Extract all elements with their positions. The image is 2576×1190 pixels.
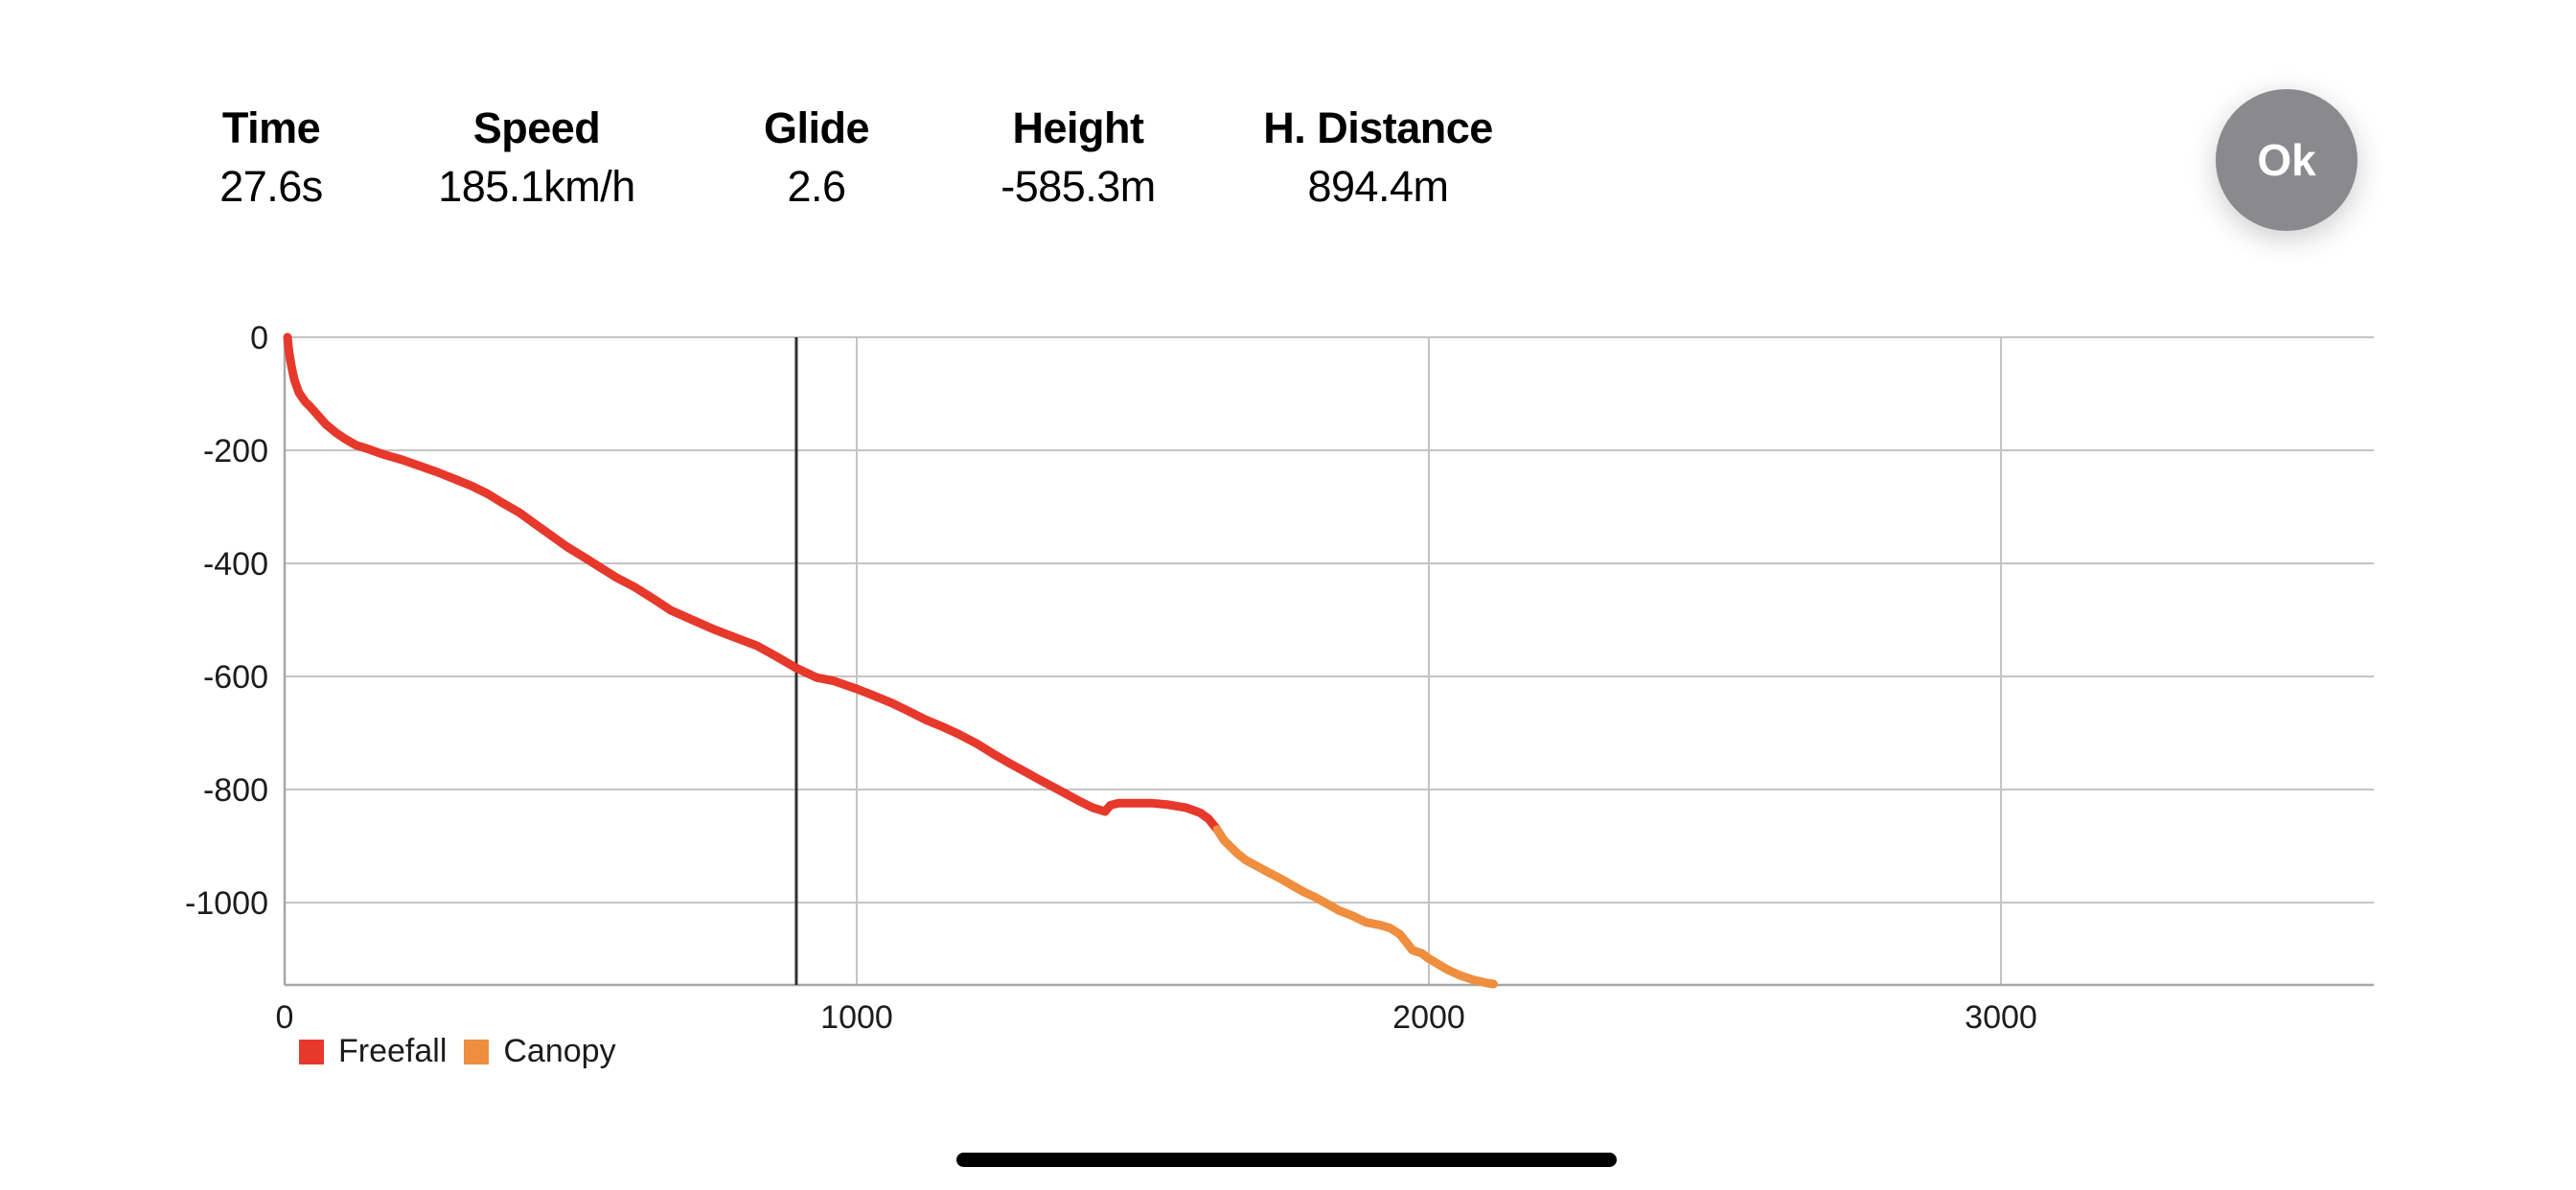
y-axis-tick-label: -800 — [203, 772, 268, 809]
stat-time-value: 27.6s — [219, 162, 323, 211]
legend-item-canopy: Canopy — [464, 1033, 616, 1070]
stat-time-label: Time — [221, 103, 321, 152]
x-axis-tick-label: 1000 — [820, 999, 893, 1036]
stat-height-label: Height — [1012, 103, 1144, 152]
stat-height-value: -585.3m — [1000, 162, 1156, 211]
canopy-swatch-icon — [464, 1039, 490, 1064]
stat-time: Time 27.6s — [219, 102, 323, 214]
stat-speed: Speed 185.1km/h — [438, 102, 635, 214]
stat-glide-value: 2.6 — [787, 162, 846, 211]
stat-glide-label: Glide — [763, 103, 870, 152]
x-axis-tick-label: 2000 — [1392, 999, 1465, 1036]
y-axis-tick-label: -600 — [203, 659, 268, 696]
freefall-swatch-icon — [299, 1039, 324, 1064]
y-axis-tick-label: 0 — [250, 320, 268, 356]
y-axis-tick-label: -200 — [203, 433, 268, 469]
legend-canopy-label: Canopy — [503, 1033, 616, 1069]
stat-h-distance: H. Distance 894.4m — [1263, 102, 1493, 214]
home-indicator[interactable] — [956, 1153, 1617, 1167]
legend-item-freefall: Freefall — [299, 1033, 447, 1070]
stat-speed-value: 185.1km/h — [438, 162, 635, 211]
legend-freefall-label: Freefall — [338, 1033, 448, 1069]
stat-h-distance-value: 894.4m — [1307, 162, 1449, 211]
stat-h-distance-label: H. Distance — [1263, 103, 1493, 152]
ok-button-label: Ok — [2257, 135, 2316, 185]
canopy-line-series — [1212, 825, 1498, 989]
y-axis-tick-label: -1000 — [185, 885, 268, 922]
ok-button[interactable]: Ok — [2216, 89, 2358, 231]
y-axis-tick-label: -400 — [203, 546, 268, 583]
stat-speed-label: Speed — [472, 103, 601, 152]
x-axis-tick-label: 0 — [276, 999, 294, 1036]
stat-glide: Glide 2.6 — [763, 102, 870, 214]
stat-height: Height -585.3m — [1000, 102, 1156, 214]
x-axis-tick-label: 3000 — [1965, 999, 2037, 1036]
chart-legend: Freefall Canopy — [299, 1033, 616, 1070]
freefall-line-series — [283, 332, 1222, 835]
